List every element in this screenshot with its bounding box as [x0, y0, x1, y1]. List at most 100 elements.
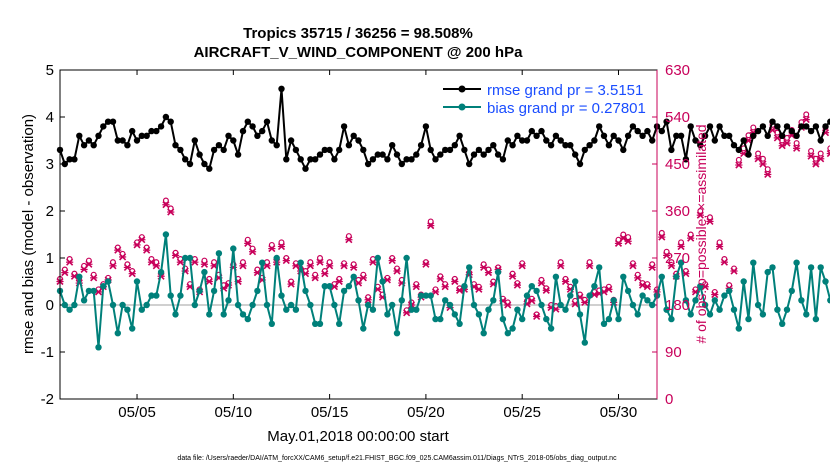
obs-assimilated-point [90, 274, 98, 282]
series-point [639, 132, 646, 139]
series-point [427, 146, 434, 154]
series-point [302, 287, 309, 295]
series-point [803, 311, 810, 318]
series-point [764, 268, 771, 276]
series-point [634, 311, 641, 318]
obs-assimilated-point [306, 262, 314, 270]
series-point [562, 306, 569, 313]
obs-assimilated-point [354, 279, 363, 287]
series-point [437, 151, 444, 158]
chart-subtitle: AIRCRAFT_V_WIND_COMPONENT @ 200 hPa [194, 44, 524, 61]
series-point [557, 137, 564, 144]
legend-rmse-label: rmse grand pr = 3.5151 [487, 82, 643, 99]
series-point [466, 264, 473, 271]
obs-assimilated-point [783, 139, 791, 147]
series-point [316, 151, 324, 158]
series-point [668, 315, 675, 323]
series-point [490, 297, 497, 304]
series-point [384, 156, 391, 163]
obs-assimilated-point [634, 274, 642, 282]
obs-assimilated-point [826, 149, 830, 158]
series-point [215, 250, 223, 257]
series-point [735, 325, 742, 332]
series-point [446, 146, 454, 154]
series-point [451, 142, 458, 149]
series-point [287, 137, 295, 144]
obs-assimilated-point [475, 285, 483, 293]
obs-possible-point [211, 259, 218, 266]
series-point [186, 160, 194, 168]
series-point [711, 297, 718, 304]
series-point [764, 132, 771, 139]
obs-assimilated-point [152, 262, 160, 270]
obs-assimilated-point [480, 263, 488, 271]
series-point [114, 137, 122, 144]
obs-assimilated-point [585, 262, 594, 270]
series-point [475, 146, 483, 154]
series-point [393, 151, 401, 158]
obs-possible-point [307, 259, 314, 266]
series-point [769, 264, 776, 271]
obs-assimilated-point [427, 222, 435, 230]
series-point [355, 137, 362, 144]
series-point [658, 127, 665, 135]
obs-possible-point [706, 214, 713, 221]
obs-assimilated-point [436, 275, 444, 283]
obs-possible-point [244, 236, 251, 243]
obs-assimilated-point [123, 263, 132, 271]
obs-assimilated-point [282, 257, 290, 265]
series-point [350, 132, 357, 139]
obs-possible-point [167, 205, 174, 212]
series-point [682, 297, 690, 304]
series-point [677, 132, 685, 139]
x-tick-label: 05/15 [311, 404, 349, 421]
y-tick-label: -2 [41, 391, 54, 408]
obs-assimilated-point [350, 263, 358, 271]
obs-assimilated-point [109, 262, 117, 270]
series-point [177, 146, 184, 154]
obs-assimilated-point [345, 236, 353, 244]
series-point [278, 292, 285, 299]
obs-assimilated-point [200, 260, 209, 268]
series-point [76, 132, 83, 139]
obs-assimilated-point [508, 272, 517, 280]
y-axis-label: rmse and bias (model - observation) [20, 114, 37, 354]
obs-assimilated-point [658, 233, 666, 241]
series-point [129, 127, 136, 135]
series-point [340, 287, 348, 295]
series-point [509, 325, 516, 332]
series-point [312, 320, 319, 327]
series-point [422, 292, 430, 299]
series-point [692, 137, 699, 144]
series-point [114, 330, 122, 337]
obs-assimilated-point [812, 160, 820, 168]
series-point [220, 311, 227, 318]
obs-assimilated-point [648, 263, 656, 271]
obs-possible-point [716, 239, 723, 246]
obs-assimilated-point [268, 245, 276, 253]
obs-assimilated-point [171, 251, 180, 259]
series-point [326, 146, 333, 154]
obs-possible-point [817, 150, 824, 157]
series-point [124, 142, 131, 149]
x-tick-label: 05/25 [503, 404, 541, 421]
obs-possible-point [697, 208, 704, 215]
obs-possible-point [85, 257, 92, 264]
series-point [798, 297, 805, 304]
series-point [355, 297, 362, 304]
obs-assimilated-point [624, 237, 632, 245]
series-point [552, 273, 560, 280]
y-tick-label: 1 [46, 250, 54, 267]
series-point [268, 320, 275, 327]
obs-assimilated-point [66, 258, 74, 266]
series-point [191, 137, 198, 144]
series-point [730, 142, 738, 149]
obs-assimilated-point [118, 253, 127, 261]
series-point [793, 132, 800, 139]
series-point [759, 311, 767, 318]
series-point [345, 283, 353, 290]
series-point [191, 301, 198, 309]
obs-assimilated-point [61, 269, 69, 277]
series-point [225, 132, 232, 139]
series-point [153, 292, 160, 299]
